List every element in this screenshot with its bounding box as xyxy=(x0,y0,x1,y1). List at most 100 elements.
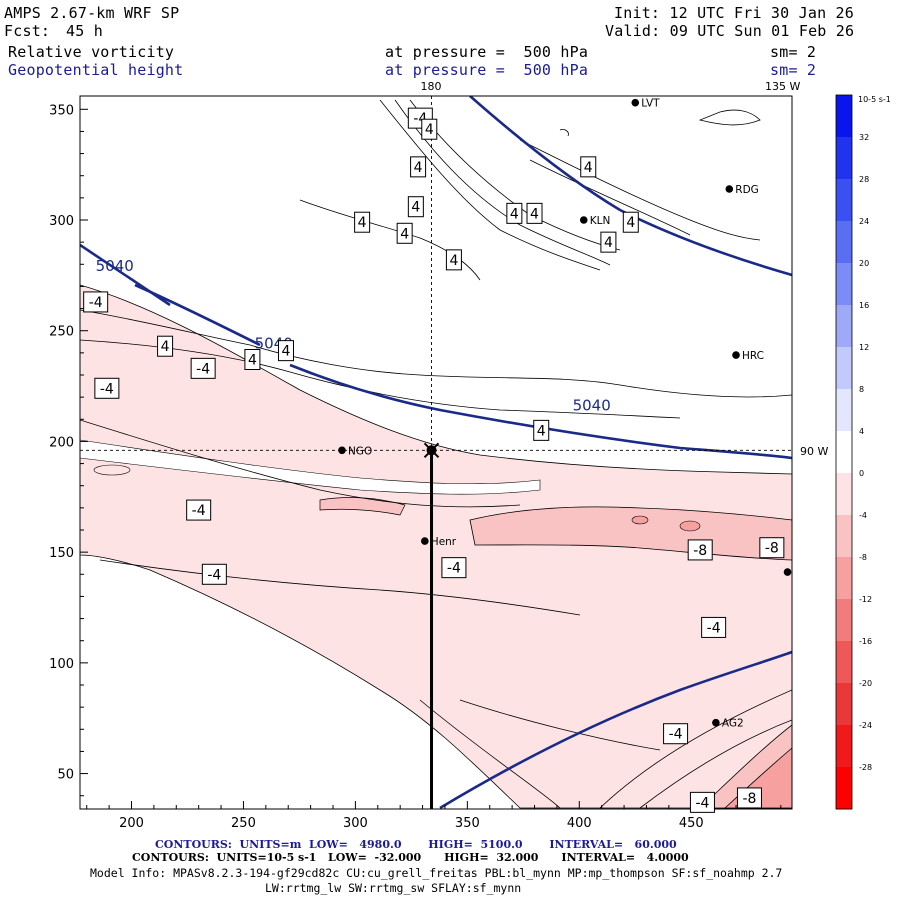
vorticity-label-box xyxy=(396,222,413,244)
colorbar-segment xyxy=(836,305,852,348)
colorbar-segment xyxy=(836,179,852,222)
vorticity-label-box xyxy=(533,419,550,441)
vorticity-contour-label: 4 xyxy=(396,222,413,244)
y-tick-label: 250 xyxy=(49,325,74,340)
colorbar-tick-label: 20 xyxy=(859,259,869,268)
geopotential-height-contours xyxy=(80,96,792,809)
vorticity-contour-label: -8 xyxy=(687,539,713,561)
colorbar-tick-label: 8 xyxy=(859,385,864,394)
y-tick-label: 350 xyxy=(49,103,74,118)
station-marker[interactable] xyxy=(421,537,429,545)
colorbar-tick-label: -8 xyxy=(859,553,867,562)
colorbar-unit-label: 10-5 s-1 xyxy=(858,95,891,104)
vorticity-label-text: 4 xyxy=(411,200,420,216)
vorticity-contour-label: -4 xyxy=(83,291,109,313)
vorticity-contour-label: 4 xyxy=(445,249,462,271)
vorticity-label-box xyxy=(622,211,639,233)
vorticity-label-text: 4 xyxy=(248,353,257,369)
vorticity-contour-label: 4 xyxy=(277,340,294,362)
station-marker[interactable] xyxy=(579,216,588,224)
vorticity-contour-label: -4 xyxy=(689,791,715,813)
field1-name: Relative vorticity xyxy=(8,43,175,61)
vorticity-contour-label: 4 xyxy=(354,211,371,233)
vorticity-label-text: 4 xyxy=(358,215,367,231)
crosshair-x-stroke xyxy=(423,442,440,458)
vorticity-label-text: -4 xyxy=(707,620,721,636)
station-label: KLN xyxy=(590,215,611,227)
vorticity-contour-label: -4 xyxy=(441,557,467,579)
vorticity-label-text: 4 xyxy=(425,122,434,138)
x-tick-label: 350 xyxy=(455,816,480,831)
vorticity-label-box xyxy=(407,196,424,218)
colorbar-tick-label: 12 xyxy=(859,343,869,352)
vorticity-label-box xyxy=(445,249,462,271)
height-contour-label: 5040 xyxy=(573,396,611,414)
vorticity-label-box xyxy=(600,231,617,253)
vorticity-contour-label: 4 xyxy=(533,419,550,441)
vorticity-label-text: 4 xyxy=(449,253,458,269)
vorticity-label-text: -4 xyxy=(196,361,210,377)
vorticity-contour-label: 4 xyxy=(421,118,438,140)
colorbar-segment xyxy=(836,221,852,264)
vorticity-contour-label: 4 xyxy=(600,231,617,253)
field1-smoothing: sm= 2 xyxy=(770,43,817,61)
colorbar-segment xyxy=(836,473,852,516)
vorticity-label-text: -4 xyxy=(100,381,114,397)
footer-height-contours: CONTOURS: UNITS=m LOW= 4980.0 HIGH= 5100… xyxy=(155,838,677,851)
station-marker[interactable] xyxy=(338,446,346,455)
vorticity-label-text: -4 xyxy=(447,561,461,577)
vorticity-label-text: -4 xyxy=(192,503,206,519)
plot-title: AMPS 2.67-km WRF SP xyxy=(4,4,180,22)
colorbar-tick-label: -4 xyxy=(859,511,867,520)
lon-label-180: 180 xyxy=(421,80,442,93)
station-marker[interactable] xyxy=(783,568,792,576)
vorticity-label-box xyxy=(410,156,427,178)
station-marker[interactable] xyxy=(732,351,740,359)
footer-model-info-2: LW:rrtmg_lw SW:rrtmg_sw SFLAY:sf_mynn xyxy=(265,881,522,895)
colorbar-segment xyxy=(836,95,852,138)
y-tick-label: 300 xyxy=(49,214,74,229)
station-marker[interactable] xyxy=(631,98,640,107)
vorticity-label-text: 4 xyxy=(604,235,613,251)
colorbar: 32 28 24 20 16 12 8 4 0 -4 -8 -12 -16 -20 -24 -28 10-5 s… xyxy=(835,94,891,810)
vorticity-contour-label: 4 xyxy=(407,196,424,218)
colorbar-segment xyxy=(836,557,852,600)
vorticity-label-box xyxy=(201,563,227,585)
y-tick-label: 150 xyxy=(49,546,74,561)
station-label: RDG xyxy=(735,184,759,196)
station-label: NGO xyxy=(348,445,372,457)
footer-vorticity-contours: CONTOURS: UNITS=10-5 s-1 LOW= -32.000 HI… xyxy=(132,851,689,864)
colorbar-tick-label: -24 xyxy=(859,721,872,730)
vorticity-label-text: 4 xyxy=(530,206,539,222)
colorbar-frame xyxy=(835,94,853,810)
colorbar-segment xyxy=(836,515,852,558)
filled-contours xyxy=(80,284,792,809)
station-marker[interactable] xyxy=(712,718,720,727)
colorbar-tick-label: 24 xyxy=(859,217,869,226)
vorticity-contour-label: -8 xyxy=(736,787,762,809)
vorticity-contour-label: 4 xyxy=(506,202,523,224)
footer-model-info: Model Info: MPASv8.2.3-194-gf29cd82c CU:… xyxy=(90,866,783,880)
station-label: HRC xyxy=(742,350,764,362)
vorticity-contour-label: -8 xyxy=(759,537,785,559)
station-marker[interactable] xyxy=(725,185,734,193)
axes: 200 250 300 350 400 450 50 100 150 200 250 300 350 xyxy=(49,103,782,831)
lat-label-90w: 90 W xyxy=(800,445,828,458)
colorbar-segment xyxy=(836,137,852,180)
x-tick-label: 450 xyxy=(679,816,704,831)
vorticity-contour-label: -4 xyxy=(663,723,689,745)
vorticity-label-box xyxy=(83,291,109,313)
vorticity-label-text: -8 xyxy=(742,791,756,807)
colorbar-tick-label: 32 xyxy=(859,133,869,142)
vorticity-label-text: -8 xyxy=(765,541,779,557)
station-label: Henr xyxy=(431,536,457,548)
vorticity-label-text: 4 xyxy=(537,423,546,439)
x-tick-label: 300 xyxy=(343,816,368,831)
vorticity-label-text: 4 xyxy=(282,344,291,360)
vorticity-line-contours xyxy=(80,99,792,809)
crosshair-marker[interactable] xyxy=(423,442,440,458)
forecast-label: Fcst: xyxy=(4,22,51,40)
colorbar-segment xyxy=(836,263,852,306)
colorbar-tick-label: 28 xyxy=(859,175,869,184)
